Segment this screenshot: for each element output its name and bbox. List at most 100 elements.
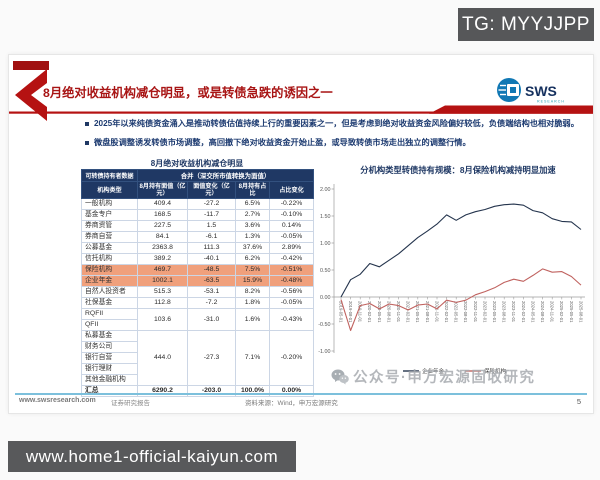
column-header-share-change: 占比变化 — [268, 181, 315, 199]
x-tick-label: 2019-08-01 — [348, 301, 353, 323]
row-value: -0.22% — [268, 198, 315, 210]
column-header-institution-type: 机构类型 — [81, 181, 138, 199]
table-group-header: 合并（深交所市值转换为面值） — [136, 169, 315, 182]
row-label: 银行自营 — [81, 352, 138, 364]
table-row: 保险机构 469.7 -48.5 7.5% -0.51% — [81, 264, 315, 276]
footer-source: 资料来源：Wind，申万宏源研究 — [245, 400, 338, 407]
slide-title: 8月绝对收益机构减仓明显，或是转债急跌的诱因之一 — [43, 86, 333, 100]
x-tick-label: 2025-08-01 — [578, 301, 583, 323]
row-label: 保险机构 — [81, 264, 138, 276]
table-row: 私募基金 444.0 -27.3 7.1% -0.20% — [81, 330, 315, 386]
y-tick-label: 1.00 — [320, 241, 331, 247]
footer-divider — [15, 393, 587, 395]
row-value: 168.5 — [137, 209, 188, 221]
series-line-保险机构 — [340, 268, 582, 332]
watermark-text: 公众号·申万宏源固收研究 — [353, 370, 536, 386]
x-tick-label: 2024-08-01 — [540, 301, 545, 323]
row-value: 227.5 — [137, 220, 188, 232]
row-value: -11.7 — [187, 209, 236, 221]
row-value: 409.4 — [137, 198, 188, 210]
row-label: QFII — [81, 319, 138, 331]
row-label: 自然人投资者 — [81, 286, 138, 298]
red-chevron — [15, 69, 47, 121]
table-row: RQFII 103.6 -31.0 1.6% -0.43% — [81, 308, 315, 331]
holders-table: 可转债持有者数据 合并（深交所市值转换为面值） 机构类型 8月持有面值（亿元） … — [81, 169, 315, 397]
x-tick-label: 2024-05-01 — [530, 301, 535, 323]
bullet-square-icon — [85, 122, 89, 126]
y-tick-label: 0.50 — [320, 268, 331, 274]
row-value: 3.6% — [235, 220, 270, 232]
x-tick-label: 2020-11-01 — [396, 301, 401, 323]
row-value: -0.05% — [268, 297, 315, 309]
row-value: -0.20% — [268, 330, 315, 386]
page-number: 5 — [576, 397, 581, 406]
legend-entry: 企业年金 — [422, 367, 445, 375]
row-value: -0.43% — [268, 308, 315, 331]
row-value: -0.10% — [268, 209, 315, 221]
row-value: 6.5% — [235, 198, 270, 210]
row-label: 财务公司 — [81, 341, 138, 353]
table-corner-header: 可转债持有者数据 — [81, 169, 138, 182]
x-tick-label: 2023-05-01 — [492, 301, 497, 323]
row-value: 515.3 — [137, 286, 188, 298]
row-label: 信托机构 — [81, 253, 138, 265]
row-value: -27.2 — [187, 198, 236, 210]
legend-entry: 保险机构 — [484, 367, 507, 375]
x-tick-label: 2019-11-01 — [358, 301, 363, 323]
column-header-face-value: 8月持有面值（亿元） — [137, 181, 188, 199]
x-tick-label: 2022-02-01 — [444, 301, 449, 323]
row-label: 银行理财 — [81, 363, 138, 375]
row-value: 2.89% — [268, 242, 315, 254]
footer-doc-type: 证券研究报告 — [111, 400, 150, 407]
y-tick-label: 1.50 — [320, 214, 331, 220]
row-value: 37.6% — [235, 242, 270, 254]
row-value: 469.7 — [137, 264, 188, 276]
table-row: 信托机构 389.2 -40.1 6.2% -0.42% — [81, 253, 315, 265]
row-value: 1.6% — [235, 308, 270, 331]
row-label: 券商自营 — [81, 231, 138, 243]
row-value: 444.0 — [137, 330, 188, 386]
row-value: -0.48% — [268, 275, 315, 287]
row-value: -6.1 — [187, 231, 236, 243]
row-value: -27.3 — [187, 330, 236, 386]
bottom-url-badge[interactable]: www.home1-official-kaiyun.com — [8, 441, 296, 472]
row-value: -7.2 — [187, 297, 236, 309]
x-tick-label: 2023-11-01 — [511, 301, 516, 323]
x-tick-label: 2020-05-01 — [377, 301, 382, 323]
row-value: 7.1% — [235, 330, 270, 386]
row-value: -48.5 — [187, 264, 236, 276]
y-tick-label: -1.00 — [318, 349, 330, 355]
x-tick-label: 2022-08-01 — [463, 301, 468, 323]
row-label: 社保基金 — [81, 297, 138, 309]
row-value: 1.5 — [187, 220, 236, 232]
x-tick-label: 2021-08-01 — [425, 301, 430, 323]
row-value: 8.2% — [235, 286, 270, 298]
x-tick-label: 2019-05-01 — [338, 301, 343, 323]
row-value: 1.8% — [235, 297, 270, 309]
x-tick-label: 2024-02-01 — [521, 301, 526, 323]
x-tick-label: 2023-08-01 — [502, 301, 507, 323]
x-tick-label: 2022-05-01 — [454, 301, 459, 323]
row-value: 1.3% — [235, 231, 270, 243]
sws-logo-text: SWS — [525, 83, 557, 99]
x-tick-label: 2025-05-01 — [569, 301, 574, 323]
bullet-text: 微盘股调整诱发转债市场调整，高回撤下绝对收益资金开始止盈，或导致转债市场走出独立… — [94, 137, 471, 147]
series-line-企业年金 — [340, 203, 582, 298]
x-tick-label: 2021-02-01 — [406, 301, 411, 323]
bullet-text: 2025年以来纯债资金涌入是推动转债估值持续上行的重要因素之一，但是考虑到绝对收… — [94, 119, 579, 128]
header-red-bar — [9, 105, 593, 114]
row-value: 7.5% — [235, 264, 270, 276]
row-value: -63.5 — [187, 275, 236, 287]
table-row: 公募基金 2363.8 111.3 37.6% 2.89% — [81, 242, 315, 254]
wechat-icon — [331, 369, 349, 384]
bullet-square-icon — [85, 140, 89, 145]
table-row: 自然人投资者 515.3 -53.1 8.2% -0.56% — [81, 286, 315, 298]
row-value: -0.05% — [268, 231, 315, 243]
table-row: 券商资管 227.5 1.5 3.6% 0.14% — [81, 220, 315, 232]
table-header-row: 可转债持有者数据 合并（深交所市值转换为面值） — [81, 169, 315, 182]
row-value: 84.1 — [137, 231, 188, 243]
table-row: 社保基金 112.8 -7.2 1.8% -0.05% — [81, 297, 315, 309]
watermark: 公众号·申万宏源固收研究 — [331, 366, 535, 387]
tg-badge[interactable]: TG: MYYJJPP — [458, 8, 594, 41]
chart-title: 分机构类型转债持有规模：8月保险机构减持明显加速 — [360, 165, 556, 175]
